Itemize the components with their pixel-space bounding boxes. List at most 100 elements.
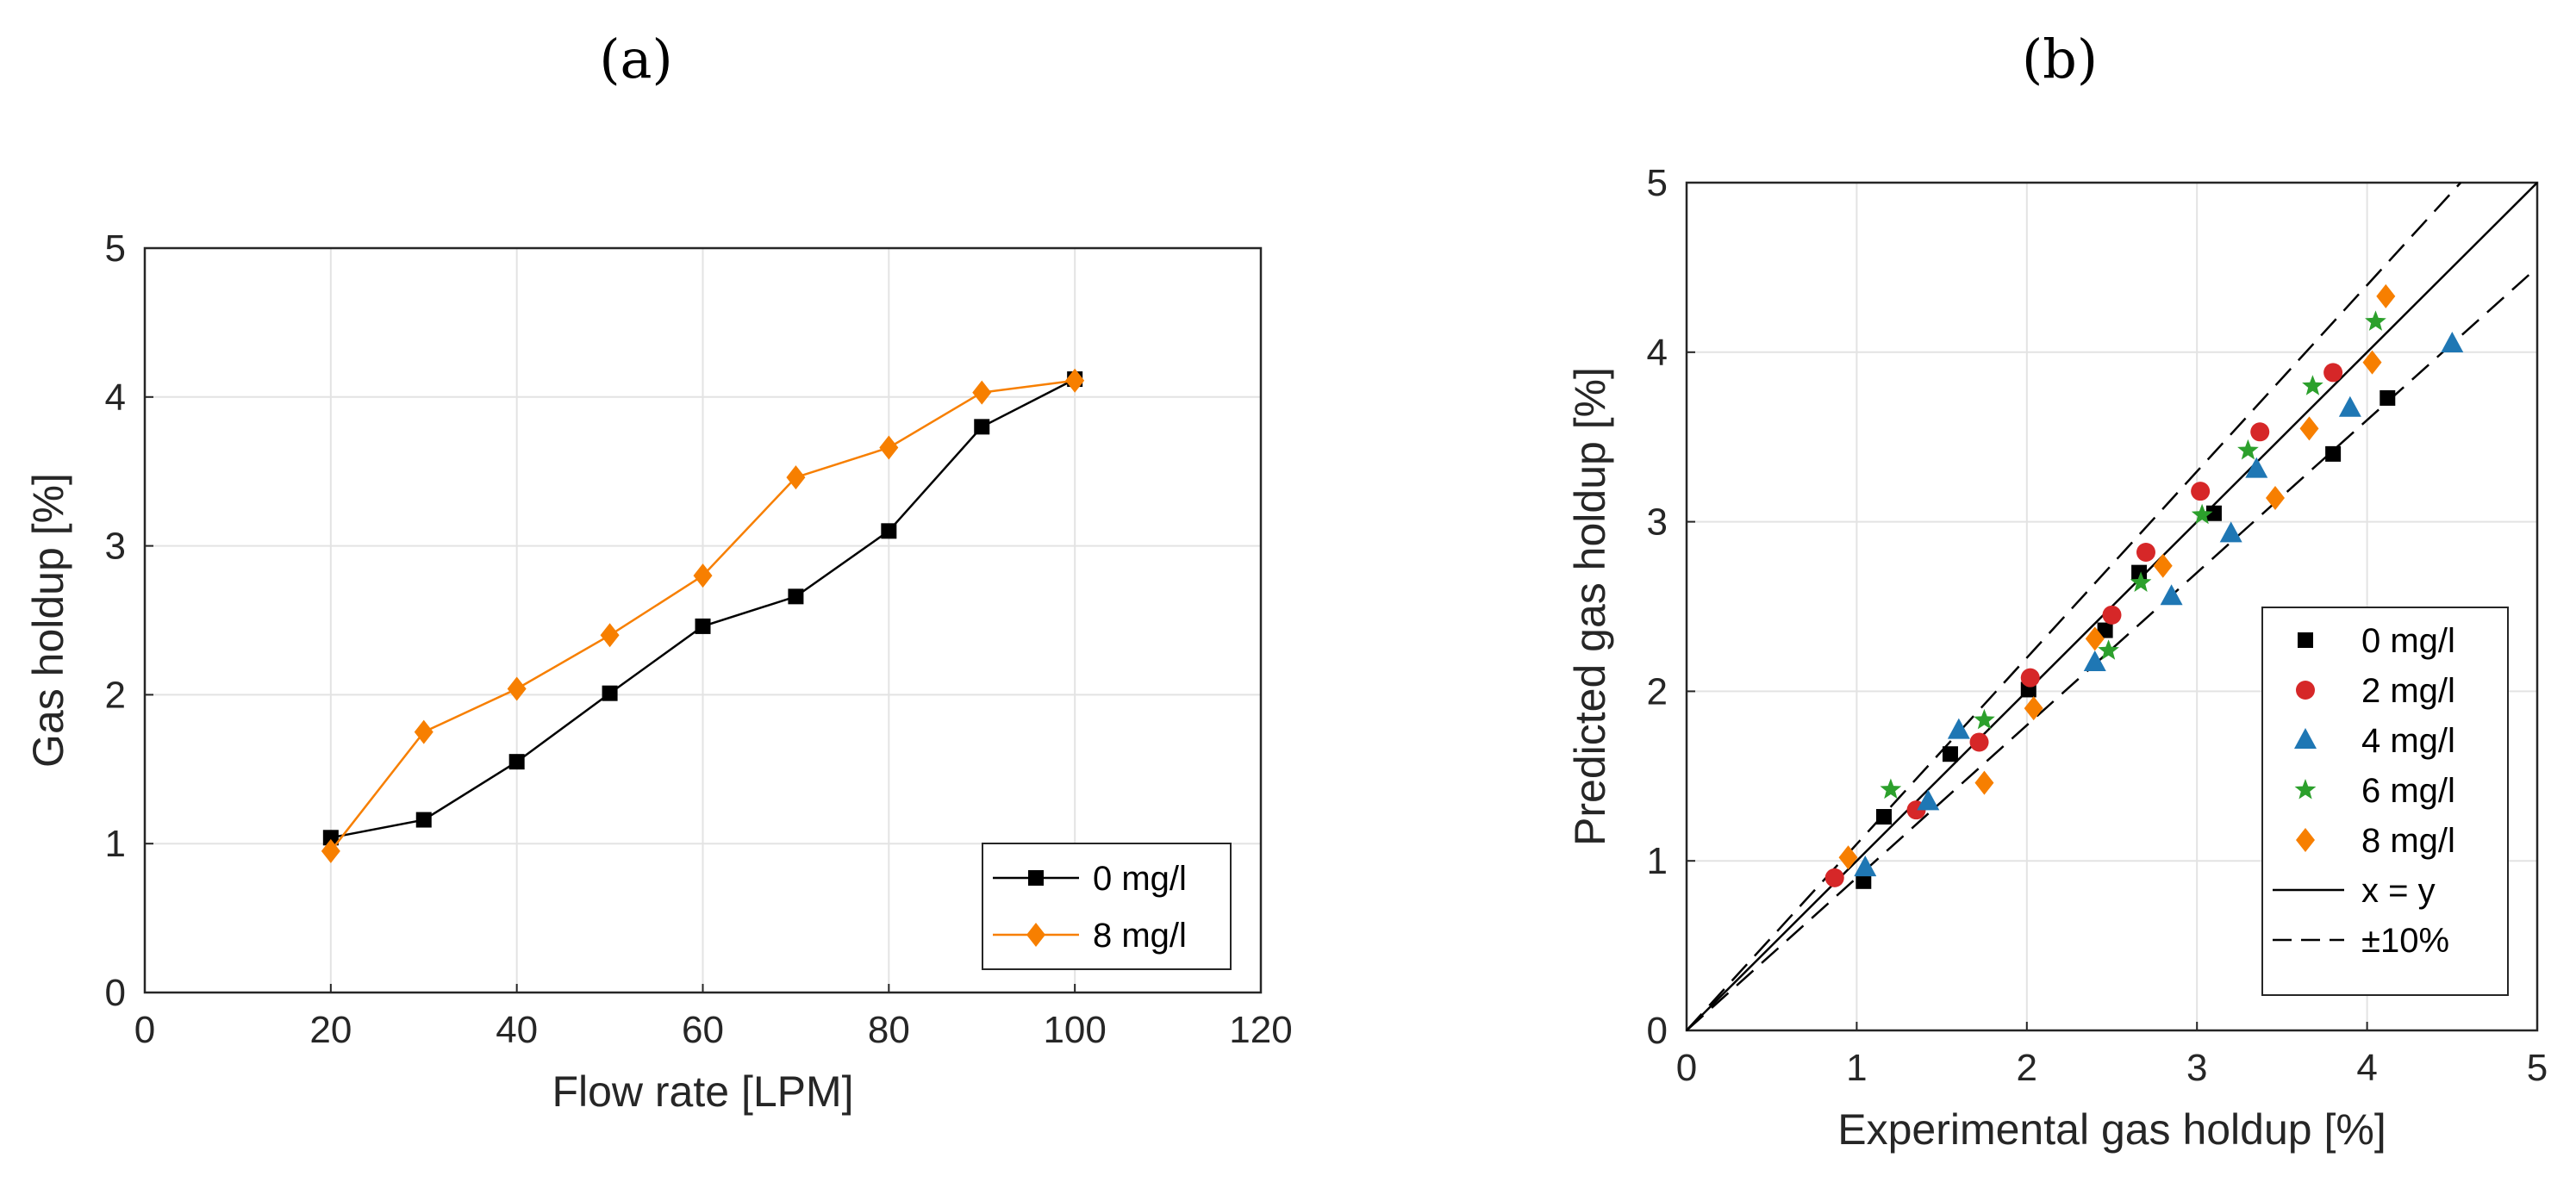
chart-b-xtick-label-0: 0 <box>1676 1047 1697 1089</box>
chart-b-series-0-point-7 <box>2325 445 2342 462</box>
chart-b-series-4-point-3 <box>2085 626 2105 651</box>
chart-b-xtick-label-4: 4 <box>2356 1047 2377 1089</box>
chart-b-series-2-point-4 <box>2160 584 2183 606</box>
chart-b-series-4-point-6 <box>2299 416 2319 441</box>
chart-a-series-0-point-2 <box>508 754 525 770</box>
chart-b-series-1-point-8 <box>2323 363 2343 383</box>
chart-b-series-3-point-5 <box>2237 439 2259 460</box>
chart-a-x-axis-label: Flow rate [LPM] <box>552 1067 853 1116</box>
chart-b-series-1-point-6 <box>2191 482 2211 501</box>
chart-b-series-4-point-2 <box>2024 696 2043 721</box>
chart-a-ytick-label-4: 4 <box>105 376 126 419</box>
chart-b-legend-label-0: 0 mg/l <box>2361 622 2455 660</box>
chart-b-series-1-point-7 <box>2250 422 2270 442</box>
chart-b-legend-label-2: 4 mg/l <box>2361 722 2455 760</box>
chart-b-series-4-point-4 <box>2153 553 2173 578</box>
chart-b-ytick-label-2: 2 <box>1647 670 1668 713</box>
chart-b-ytick-label-3: 3 <box>1647 501 1668 544</box>
chart-b-xtick-label-2: 2 <box>2017 1047 2037 1089</box>
chart-a-xtick-label-3: 60 <box>682 1009 724 1051</box>
chart-b-ref-line-1 <box>1686 182 2462 1031</box>
chart-b-y-axis-label: Predicted gas holdup [%] <box>1566 367 1614 846</box>
chart-b-series-2-point-6 <box>2245 457 2268 478</box>
panel-letter-b: (b) <box>2022 28 2098 90</box>
chart-a-ytick-label-3: 3 <box>105 526 126 568</box>
chart-b-series-3-point-6 <box>2302 375 2323 395</box>
chart-b-ytick-label-5: 5 <box>1647 162 1668 204</box>
chart-a-series-0-point-6 <box>881 523 897 539</box>
chart-b-series-0-point-0 <box>1856 873 1872 889</box>
chart-b-ytick-label-4: 4 <box>1647 332 1668 374</box>
chart-b-series-3-point-0 <box>1880 778 1902 800</box>
chart-a-series-0-point-7 <box>974 419 990 435</box>
chart-b-series-0-point-2 <box>1942 746 1958 762</box>
chart-b-series-4-point-1 <box>1974 770 1994 795</box>
chart-b-series-2-point-0 <box>1854 856 1877 877</box>
chart-a-legend-label-1: 8 mg/l <box>1093 917 1187 955</box>
chart-b-series-0-point-1 <box>1875 809 1892 825</box>
chart-a-ytick-label-0: 0 <box>105 972 126 1014</box>
chart-a-ytick-label-2: 2 <box>105 674 126 716</box>
chart-b-xtick-label-1: 1 <box>1846 1047 1867 1089</box>
chart-b-series-2-point-3 <box>2083 650 2106 671</box>
chart-a-series-1-point-3 <box>600 623 620 648</box>
chart-b-xtick-label-3: 3 <box>2186 1047 2207 1089</box>
chart-a-ytick-label-5: 5 <box>105 227 126 270</box>
chart-b-series-4-point-8 <box>2376 283 2396 308</box>
chart-b-series-1-point-2 <box>1969 732 1989 752</box>
chart-b-legend-marker-0 <box>2298 632 2313 648</box>
chart-b-series-0-point-5 <box>2131 564 2148 581</box>
chart-a-series-0-point-0 <box>322 830 339 846</box>
chart-b-series-2-point-7 <box>2338 395 2361 417</box>
chart-b-series-2-point-5 <box>2219 521 2242 543</box>
chart-b-series-3-point-7 <box>2365 310 2386 331</box>
chart-b-series-3-point-2 <box>2098 639 2119 660</box>
chart-b-legend-marker-2 <box>2294 728 2317 749</box>
chart-b-series-3-point-1 <box>1974 708 1995 730</box>
chart-a-xtick-label-1: 20 <box>309 1009 352 1051</box>
chart-b-series-1-point-5 <box>2136 543 2155 563</box>
chart-b-ytick-label-1: 1 <box>1647 840 1668 882</box>
chart-b-legend-box <box>2261 607 2509 996</box>
chart-b-legend-marker-4 <box>2296 828 2315 852</box>
chart-a-series-0-point-1 <box>415 812 432 828</box>
panel-letter-a: (a) <box>599 28 672 90</box>
chart-b-series-4-point-0 <box>1838 845 1858 870</box>
chart-b-series-0-point-4 <box>2097 622 2113 638</box>
chart-b-legend-label-1: 2 mg/l <box>2361 672 2455 710</box>
chart-a-xtick-label-4: 80 <box>868 1009 910 1051</box>
chart-a-series-1-point-2 <box>507 676 527 701</box>
chart-b: 0 1 2 3 4 5 0 1 2 3 4 5 Experimental gas holdup [%] P… <box>1566 162 2548 1154</box>
chart-a-series-1-point-0 <box>321 838 340 863</box>
chart-a-legend-marker-0 <box>1028 870 1044 886</box>
chart-a-series-1-point-6 <box>879 435 899 460</box>
chart-b-series-1-point-4 <box>2102 605 2122 625</box>
chart-a-legend-marker-1 <box>1026 923 1045 947</box>
chart-b-x-axis-label: Experimental gas holdup [%] <box>1837 1105 2386 1154</box>
chart-b-series-3-point-3 <box>2130 571 2152 592</box>
chart-a-series-1-point-1 <box>414 719 433 744</box>
chart-b-legend-line-label-0: x = y <box>2361 872 2436 910</box>
chart-b-series-1-point-0 <box>1824 868 1844 887</box>
chart-b-plot-frame <box>1685 181 2539 1032</box>
chart-a-y-axis-label: Gas holdup [%] <box>24 473 72 768</box>
chart-a-ytick-label-1: 1 <box>105 823 126 865</box>
chart-a-series-0-point-4 <box>695 618 711 634</box>
chart-b-series-4-point-7 <box>2362 350 2382 375</box>
chart-a-series-0-point-3 <box>602 685 618 701</box>
chart-a-series-1-point-8 <box>1065 368 1085 393</box>
chart-b-series-1-point-3 <box>2020 668 2040 688</box>
chart-a-legend-box <box>982 843 1232 970</box>
chart-b-series-2-point-8 <box>2441 331 2464 352</box>
chart-b-series-4-point-5 <box>2266 486 2286 511</box>
chart-b-series-2-point-2 <box>1947 718 1970 739</box>
chart-a-xtick-label-6: 120 <box>1229 1009 1292 1051</box>
chart-b-legend-label-3: 6 mg/l <box>2361 772 2455 810</box>
chart-b-legend-line-label-1: ±10% <box>2361 922 2449 960</box>
chart-a-legend-label-0: 0 mg/l <box>1093 860 1187 898</box>
chart-b-legend-marker-1 <box>2296 681 2315 700</box>
chart-b-ytick-label-0: 0 <box>1647 1010 1668 1052</box>
chart-b-xtick-label-5: 5 <box>2527 1047 2548 1089</box>
chart-a-series-1-point-4 <box>693 563 713 588</box>
